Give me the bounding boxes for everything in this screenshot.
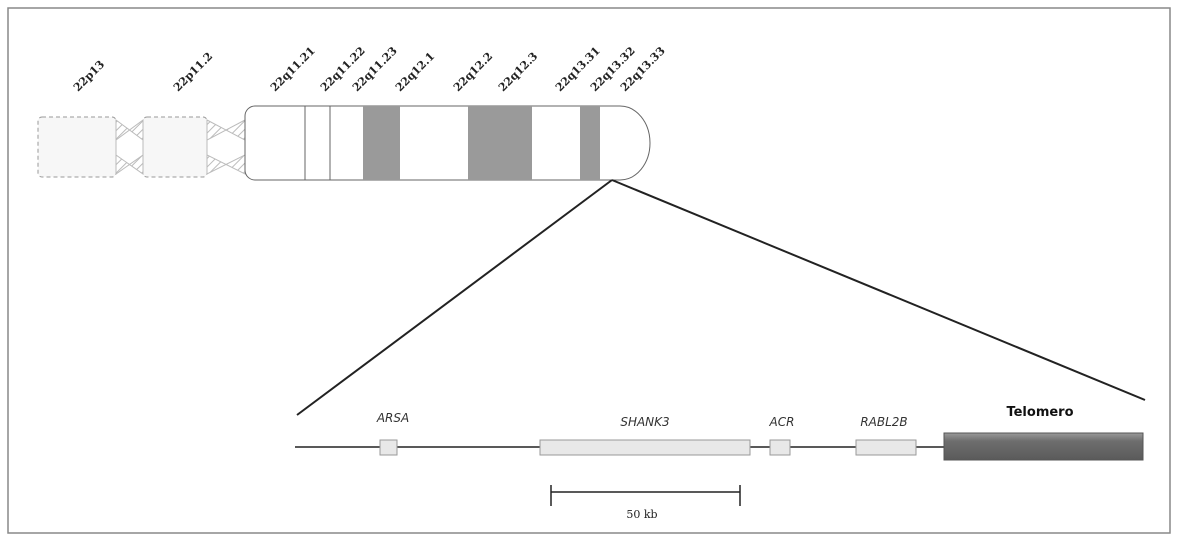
q-arm — [245, 106, 650, 180]
diagram: 22p1322p11.222q11.2122q11.2222q11.2322q1… — [0, 0, 1178, 541]
scale-label: 50 kb — [626, 508, 657, 521]
page: {"bands": ["22p13", "22p11.2", "22q11.21… — [0, 0, 1178, 541]
telomere-box — [944, 433, 1143, 460]
telomere-label: Telomero — [1006, 405, 1073, 420]
gene-label: ARSA — [376, 411, 409, 425]
gene-label: SHANK3 — [620, 415, 669, 429]
gene-label: RABL2B — [860, 415, 907, 429]
gene-label: ACR — [769, 415, 795, 429]
